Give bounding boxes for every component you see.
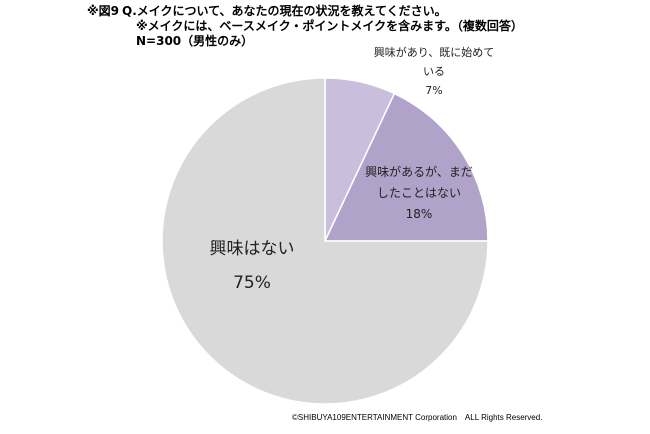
- slice-label-interested-not-yet: 興味があるが、まだしたことはない 18%: [365, 164, 473, 221]
- copyright-footer: ©SHIBUYA109ENTERTAINMENT Corporation ALL…: [292, 413, 543, 422]
- slice-value-label: 75%: [233, 273, 271, 293]
- slice-label-started: 興味があり、既に始めている 7%: [374, 45, 495, 97]
- pie-slices: [161, 77, 489, 405]
- pie-slice-interested-not-yet: [323, 92, 489, 242]
- figure-label: ※図9: [87, 4, 120, 18]
- slice-value-label: 7%: [425, 84, 442, 97]
- pie-labels: 興味があり、既に始めている 7% 興味があるが、まだしたことはない 18% 興味はない 7…: [210, 45, 495, 293]
- chart-title: Q.メイクについて、あなたの現在の状況を教えてください。: [122, 4, 447, 18]
- sample-size: N=300（男性のみ）: [136, 34, 254, 48]
- slice-label-not-interested: 興味はない 75%: [210, 239, 295, 293]
- slice-value-label: 18%: [406, 207, 433, 221]
- slice-category-label: いる: [423, 65, 445, 78]
- slice-category-label: したことはない: [377, 186, 461, 200]
- chart-note: ※メイクには、ベースメイク・ポイントメイクを含みます。（複数回答）: [136, 19, 523, 33]
- slice-category-label: 興味はない: [210, 239, 295, 259]
- pie-slice-not-interested: [161, 77, 489, 405]
- slice-category-label: 興味があり、既に始めて: [374, 45, 495, 59]
- slice-category-label: 興味があるが、まだ: [365, 164, 473, 179]
